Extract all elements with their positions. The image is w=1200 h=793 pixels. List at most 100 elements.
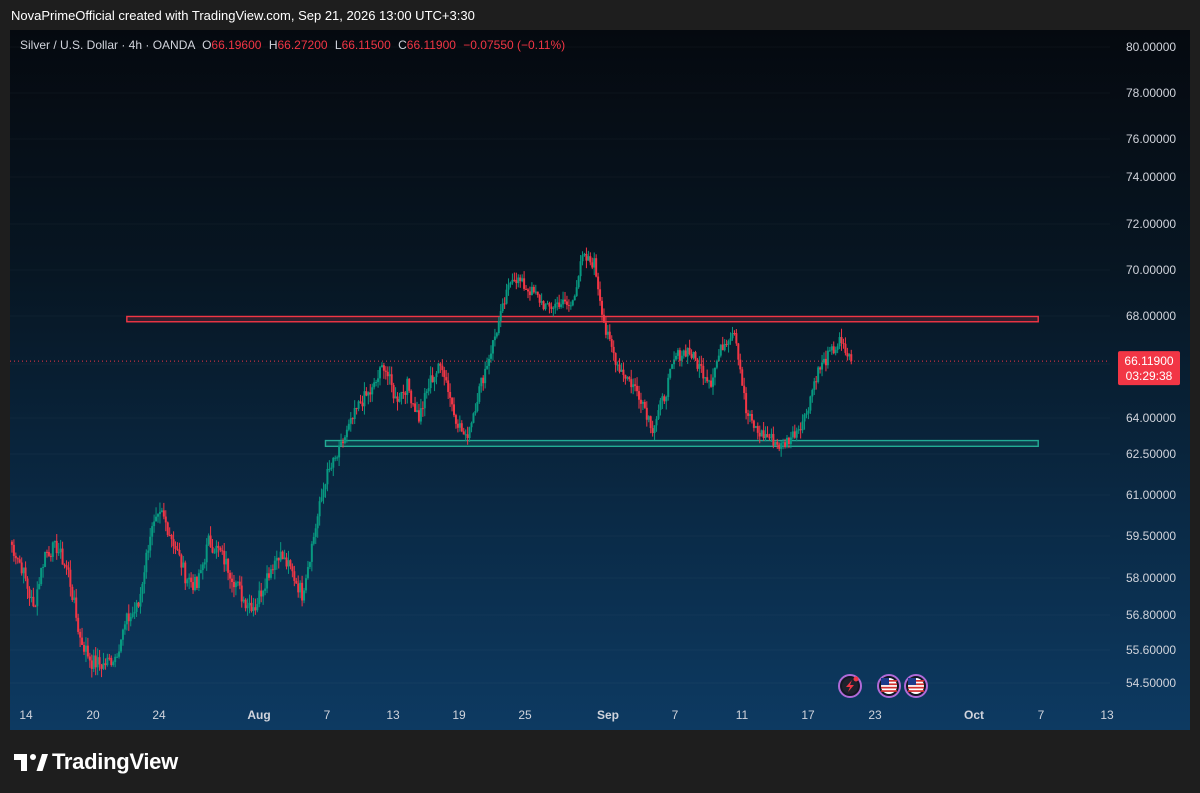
candle[interactable] <box>110 655 113 667</box>
candle[interactable] <box>355 407 358 415</box>
candle[interactable] <box>622 362 625 382</box>
candle[interactable] <box>606 324 609 340</box>
candle[interactable] <box>384 366 387 380</box>
candle[interactable] <box>312 532 315 546</box>
candle[interactable] <box>382 362 385 379</box>
candle[interactable] <box>203 558 206 569</box>
candle[interactable] <box>100 664 103 678</box>
candle[interactable] <box>550 302 553 314</box>
candle[interactable] <box>262 589 265 605</box>
candle[interactable] <box>536 291 539 298</box>
candle[interactable] <box>81 627 84 645</box>
candle[interactable] <box>552 306 555 317</box>
candle[interactable] <box>620 363 623 372</box>
candle[interactable] <box>121 628 124 646</box>
candle[interactable] <box>135 599 138 618</box>
candle[interactable] <box>211 538 214 554</box>
candle[interactable] <box>164 510 167 532</box>
candle[interactable] <box>180 553 183 576</box>
candle[interactable] <box>75 588 78 622</box>
candle[interactable] <box>482 375 485 391</box>
candle[interactable] <box>453 397 455 418</box>
candle[interactable] <box>279 542 282 563</box>
candle[interactable] <box>145 549 148 579</box>
resistance-zone[interactable] <box>126 315 1039 323</box>
candle[interactable] <box>268 567 270 581</box>
candle[interactable] <box>12 539 15 562</box>
candle[interactable] <box>832 341 835 355</box>
candle[interactable] <box>608 324 611 342</box>
chart-frame[interactable]: 80.00000 78.00000 76.00000 74.00000 72.00000… <box>10 30 1190 730</box>
candle[interactable] <box>597 272 600 296</box>
candle[interactable] <box>651 420 654 437</box>
candle[interactable] <box>402 384 405 399</box>
candle[interactable] <box>441 359 444 377</box>
candle[interactable] <box>112 660 115 667</box>
candle[interactable] <box>811 388 814 403</box>
candle[interactable] <box>125 612 128 631</box>
candle[interactable] <box>437 362 440 374</box>
candle[interactable] <box>604 316 607 339</box>
candle[interactable] <box>44 551 47 568</box>
candle[interactable] <box>324 483 327 498</box>
candle[interactable] <box>756 422 759 440</box>
candle[interactable] <box>351 417 354 425</box>
candle[interactable] <box>114 653 117 668</box>
candle[interactable] <box>30 590 33 603</box>
candle[interactable] <box>612 340 615 361</box>
candle[interactable] <box>799 422 802 439</box>
candle[interactable] <box>731 326 734 341</box>
candle[interactable] <box>155 507 158 522</box>
candle[interactable] <box>414 396 417 413</box>
candle[interactable] <box>353 400 356 425</box>
candle[interactable] <box>694 350 697 362</box>
candle[interactable] <box>768 433 771 441</box>
candle[interactable] <box>102 652 105 671</box>
candle[interactable] <box>454 413 457 429</box>
candle[interactable] <box>519 274 522 288</box>
candle[interactable] <box>577 275 580 289</box>
candle[interactable] <box>534 284 537 295</box>
candle[interactable] <box>823 352 825 365</box>
candle[interactable] <box>86 637 89 659</box>
candle[interactable] <box>850 349 853 365</box>
candle[interactable] <box>421 401 424 417</box>
candle[interactable] <box>840 328 843 351</box>
candle[interactable] <box>649 415 652 434</box>
candle[interactable] <box>162 502 165 520</box>
candle[interactable] <box>780 440 783 457</box>
candle[interactable] <box>511 273 514 285</box>
candle[interactable] <box>116 653 119 658</box>
candle[interactable] <box>815 376 818 390</box>
candle[interactable] <box>595 254 598 278</box>
candle[interactable] <box>250 595 253 613</box>
candle[interactable] <box>69 560 72 597</box>
candle[interactable] <box>287 550 290 574</box>
candle[interactable] <box>599 281 602 306</box>
candle[interactable] <box>737 342 740 366</box>
tradingview-logo[interactable]: TradingView <box>14 749 178 775</box>
candle[interactable] <box>682 349 685 359</box>
candle[interactable] <box>562 291 565 309</box>
candle[interactable] <box>90 654 93 678</box>
candle[interactable] <box>538 293 541 307</box>
candle[interactable] <box>715 359 718 370</box>
candle[interactable] <box>532 284 535 294</box>
candle[interactable] <box>318 496 321 526</box>
candle[interactable] <box>131 606 134 619</box>
candle[interactable] <box>544 303 547 311</box>
candle[interactable] <box>758 425 761 444</box>
candle[interactable] <box>24 561 27 582</box>
candle[interactable] <box>326 462 329 492</box>
candle[interactable] <box>363 382 366 415</box>
candle[interactable] <box>77 613 80 635</box>
candle[interactable] <box>285 552 288 570</box>
candle[interactable] <box>172 531 175 554</box>
candle[interactable] <box>842 338 845 349</box>
candle[interactable] <box>655 416 658 432</box>
candle[interactable] <box>503 297 506 310</box>
candle[interactable] <box>809 395 812 414</box>
candle[interactable] <box>236 581 239 587</box>
candle[interactable] <box>675 352 677 362</box>
candle[interactable] <box>67 561 70 578</box>
